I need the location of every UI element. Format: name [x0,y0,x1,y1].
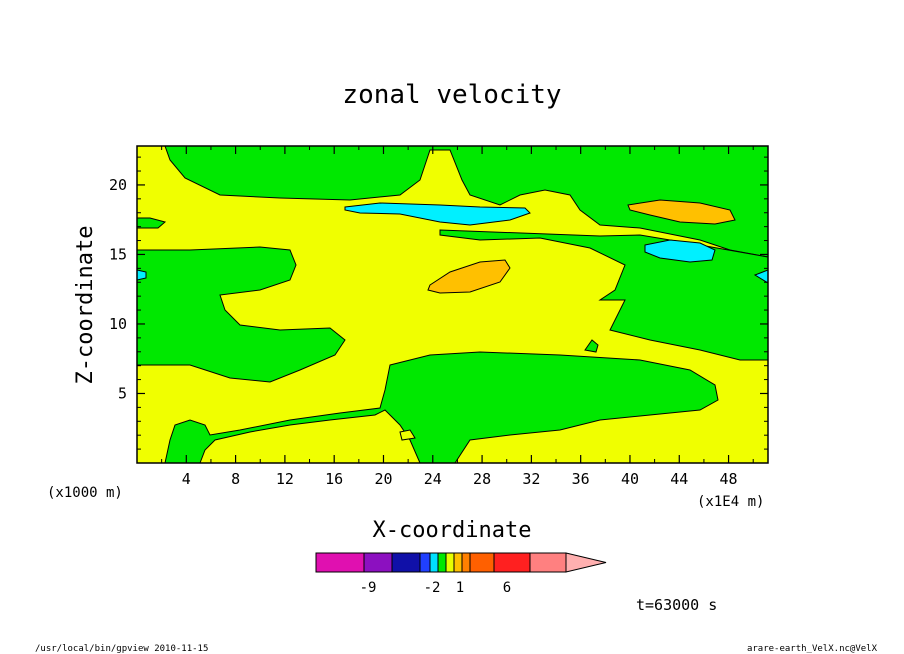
region-green-bottom [164,351,719,463]
time-annotation: t=63000 s [636,596,717,614]
region-orange-top [627,199,736,225]
colorbar-segment [437,552,447,573]
footer-right: arare-earth_VelX.nc@VelX [747,644,878,654]
x-tick-label: 4 [182,470,191,488]
x-tick-label: 16 [325,470,343,488]
colorbar-segment [315,552,365,573]
colorbar-segment [453,552,463,573]
region-cyan-edge-right [753,269,768,284]
x-tick-label: 24 [424,470,442,488]
colorbar-segment [419,552,431,573]
colorbar-segment [529,552,567,573]
footer-left: /usr/local/bin/gpview 2010-11-15 [35,644,208,654]
y-axis: 5 10 15 20 [109,156,768,450]
region-green-top [164,146,768,258]
colorbar-segment [429,552,439,573]
x-tick-label: 28 [473,470,491,488]
y-tick-label: 5 [118,384,127,402]
colorbar-segment [469,552,495,573]
region-yellow-small [399,429,416,441]
x-tick-label: 48 [720,470,738,488]
region-green-left-small [137,217,167,229]
colorbar-arrow [565,552,607,573]
x-tick-label: 44 [670,470,688,488]
x-unit-left: (x1000 m) [47,485,123,501]
region-cyan-top [344,202,531,226]
colorbar-segment [461,552,471,573]
plot-area [136,145,769,464]
colorbar-segment [363,552,393,573]
y-tick-label: 15 [109,245,127,263]
colorbar [315,552,607,573]
colorbar-segment [493,552,531,573]
x-tick-label: 8 [231,470,240,488]
x-axis: 4 8 12 16 20 24 28 32 36 40 44 48 [161,146,754,488]
region-orange-mid [427,259,511,294]
plot-frame [136,145,769,464]
x-axis-label: X-coordinate [373,518,532,543]
y-tick-label: 20 [109,176,127,194]
colorbar-label: 6 [503,580,511,596]
colorbar-label: 1 [456,580,464,596]
x-tick-label: 32 [522,470,540,488]
colorbar-labels: -9 -2 1 6 [360,580,512,596]
colorbar-label: -9 [360,580,377,596]
x-tick-label: 20 [374,470,392,488]
colorbar-label: -2 [424,580,441,596]
region-cyan-right [644,239,716,263]
region-cyan-edge [137,269,147,281]
region-green-left-mid [137,246,346,383]
y-tick-label: 10 [109,315,127,333]
colorbar-segment [445,552,455,573]
region-green-small-right [584,339,599,353]
chart-title: zonal velocity [342,80,561,110]
colorbar-segment [391,552,421,573]
x-unit-right: (x1E4 m) [697,494,764,510]
x-tick-label: 36 [572,470,590,488]
x-tick-label: 40 [621,470,639,488]
x-tick-label: 12 [276,470,294,488]
y-axis-label: Z-coordinate [73,226,98,385]
